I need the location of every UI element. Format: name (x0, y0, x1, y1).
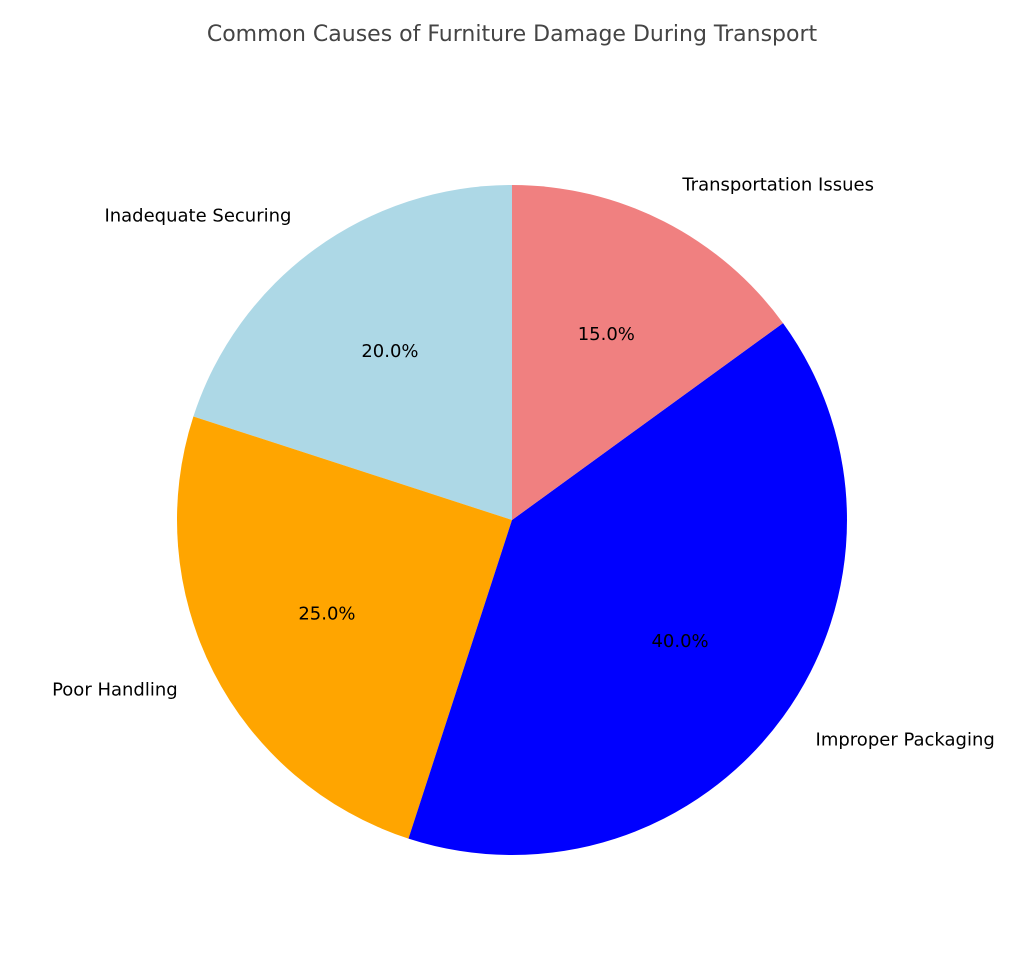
pie-slice-percent: 40.0% (651, 631, 708, 652)
pie-slice-label: Transportation Issues (681, 175, 874, 196)
pie-slice-percent: 25.0% (298, 603, 355, 624)
pie-chart-container: Common Causes of Furniture Damage During… (0, 0, 1024, 972)
pie-slice-percent: 20.0% (361, 341, 418, 362)
pie-slice-label: Inadequate Securing (104, 205, 291, 226)
pie-slice-label: Improper Packaging (816, 730, 995, 751)
pie-chart-svg: 20.0% Inadequate Securing 25.0% Poor Handli… (0, 0, 1024, 972)
pie-slice-label: Poor Handling (52, 679, 178, 700)
pie-slice-percent: 15.0% (578, 324, 635, 345)
